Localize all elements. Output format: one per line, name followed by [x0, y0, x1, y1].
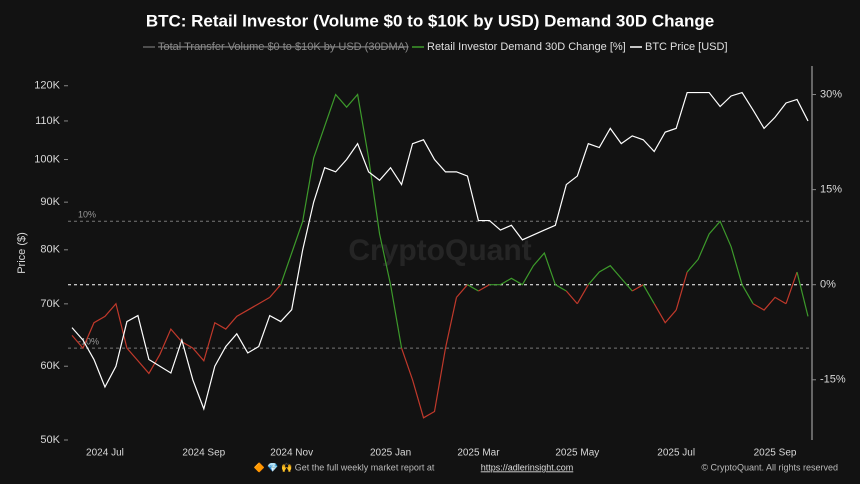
x-tick-label: 2024 Sep [182, 448, 225, 459]
demand-line [400, 297, 458, 419]
demand-line [752, 296, 787, 311]
x-tick-label: 2025 Jul [657, 448, 695, 459]
x-tick-label: 2025 May [555, 448, 599, 459]
y-tick-label: 100K [34, 153, 60, 165]
y-axis-label: Price ($) [16, 232, 28, 274]
demand-connector [456, 284, 468, 298]
demand-connector [576, 284, 589, 305]
chart-title: BTC: Retail Investor (Volume $0 to $10K … [146, 11, 714, 30]
reference-label: -10% [78, 336, 99, 346]
y2-tick-label: -15% [820, 374, 846, 386]
price-line [71, 91, 809, 411]
x-tick-label: 2025 Mar [457, 448, 500, 459]
demand-connector [467, 284, 479, 292]
demand-connector [631, 284, 644, 292]
legend-label[interactable]: Total Transfer Volume $0 to $10K by USD … [158, 41, 409, 53]
watermark: CryptoQuant [348, 234, 531, 267]
footer-link[interactable]: https://adlerinsight.com [481, 462, 574, 472]
x-tick-label: 2024 Jul [86, 448, 124, 459]
y-tick-label: 60K [40, 360, 60, 372]
y-tick-label: 70K [40, 298, 60, 310]
demand-connector [389, 284, 403, 349]
y-tick-label: 110K [35, 115, 61, 127]
y2-tick-label: 0% [820, 279, 836, 291]
y2-tick-label: 15% [820, 184, 842, 196]
reference-label: 10% [78, 210, 96, 220]
x-tick-label: 2024 Nov [270, 448, 313, 459]
y-tick-label: 80K [40, 244, 60, 256]
y-tick-label: 50K [40, 434, 60, 446]
demand-line [653, 303, 677, 324]
demand-connector [478, 284, 490, 292]
demand-line [686, 220, 743, 285]
x-tick-label: 2025 Jan [370, 448, 411, 459]
legend: Total Transfer Volume $0 to $10K by USD … [143, 41, 728, 53]
demand-line [587, 264, 622, 286]
legend-label[interactable]: Retail Investor Demand 30D Change [%] [427, 41, 626, 53]
demand-connector [796, 271, 809, 317]
demand-connector [785, 271, 798, 304]
demand-connector [620, 277, 633, 292]
demand-connector [741, 284, 754, 305]
copyright: © CryptoQuant. All rights reserved [701, 462, 838, 472]
demand-line [565, 290, 578, 305]
x-tick-label: 2025 Sep [754, 448, 797, 459]
y-tick-label: 120K [34, 80, 60, 92]
demand-connector [269, 284, 282, 298]
legend-label[interactable]: BTC Price [USD] [645, 41, 728, 53]
y-tick-label: 90K [40, 196, 60, 208]
y2-tick-label: 30% [820, 88, 842, 100]
demand-connector [555, 284, 567, 292]
demand-line [489, 251, 556, 286]
footer-text: 🔶 💎 🙌 Get the full weekly market report … [254, 461, 435, 472]
demand-connector [675, 271, 688, 311]
demand-connector [642, 284, 655, 305]
demand-line [71, 296, 271, 375]
demand-line [280, 93, 392, 285]
